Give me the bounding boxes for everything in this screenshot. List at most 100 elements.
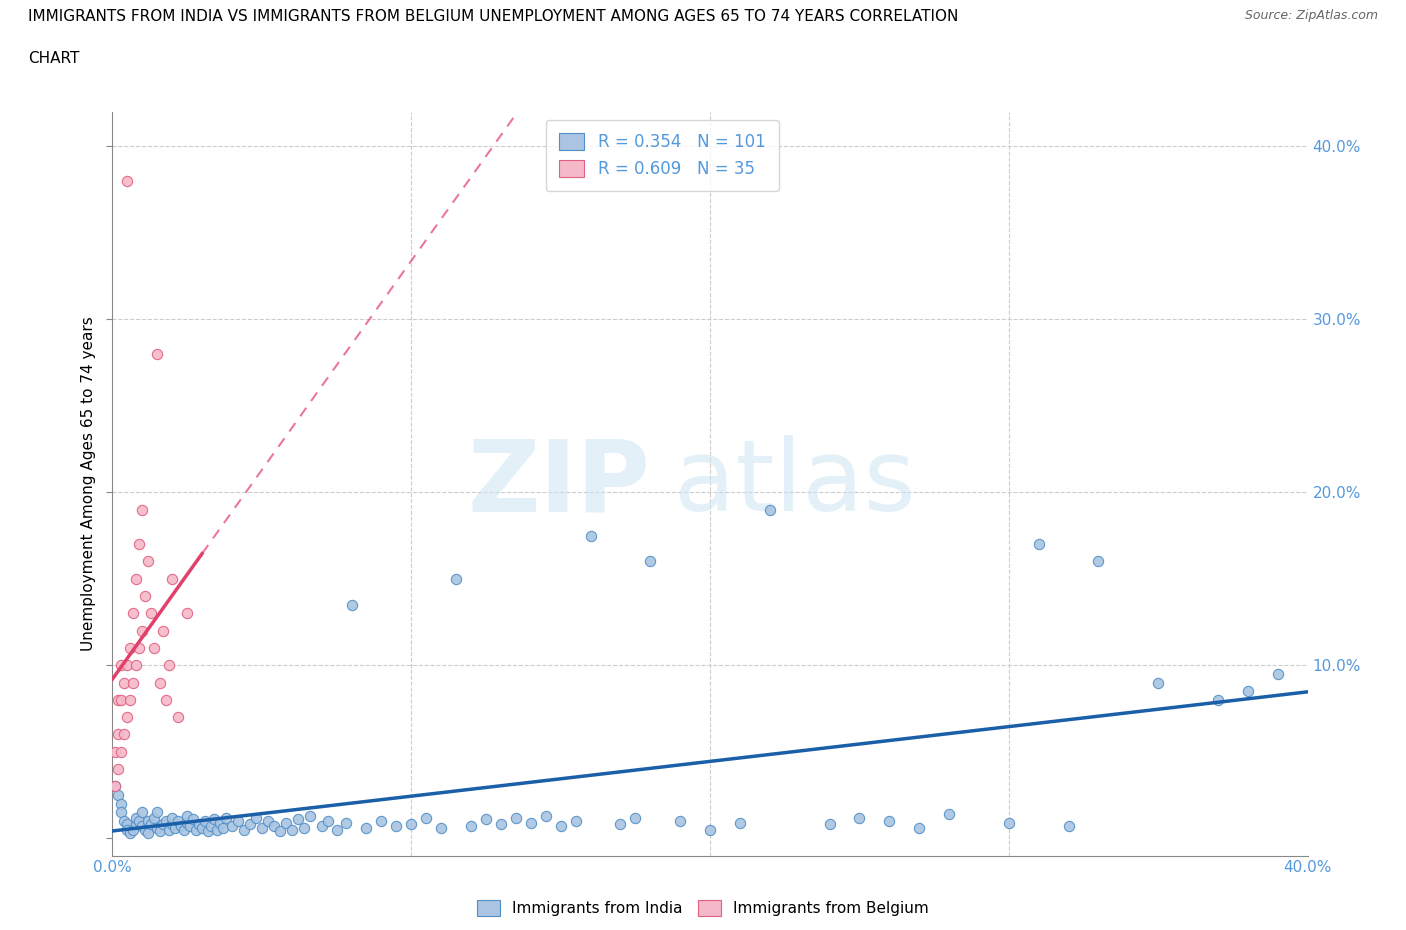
Point — [149, 824, 172, 839]
Point — [165, 820, 187, 835]
Point — [938, 806, 960, 821]
Point — [143, 810, 166, 825]
Point — [134, 589, 156, 604]
Point — [699, 822, 721, 837]
Point — [155, 814, 177, 829]
Point — [152, 817, 174, 832]
Point — [104, 779, 127, 794]
Point — [117, 710, 139, 724]
Text: IMMIGRANTS FROM INDIA VS IMMIGRANTS FROM BELGIUM UNEMPLOYMENT AMONG AGES 65 TO 7: IMMIGRANTS FROM INDIA VS IMMIGRANTS FROM… — [28, 9, 959, 24]
Point — [176, 808, 198, 823]
Point — [624, 810, 647, 825]
Point — [1267, 667, 1289, 682]
Point — [176, 816, 198, 830]
Point — [134, 822, 156, 837]
Point — [138, 826, 160, 841]
Point — [122, 606, 145, 621]
Point — [848, 810, 870, 825]
Point — [505, 810, 527, 825]
Point — [125, 658, 148, 672]
Point — [146, 820, 169, 835]
Point — [157, 658, 180, 672]
Text: Source: ZipAtlas.com: Source: ZipAtlas.com — [1244, 9, 1378, 22]
Point — [120, 693, 142, 708]
Point — [209, 816, 232, 830]
Point — [188, 817, 211, 832]
Point — [401, 817, 423, 832]
Point — [179, 818, 201, 833]
Point — [1087, 554, 1109, 569]
Point — [125, 810, 148, 825]
Point — [104, 744, 127, 759]
Point — [110, 693, 132, 708]
Point — [263, 818, 285, 833]
Point — [316, 814, 339, 829]
Point — [114, 727, 135, 742]
Point — [385, 818, 408, 833]
Point — [640, 554, 662, 569]
Point — [564, 814, 586, 829]
Point — [298, 808, 321, 823]
Point — [818, 817, 841, 832]
Point — [181, 812, 204, 827]
Point — [226, 814, 249, 829]
Point — [287, 812, 309, 827]
Point — [131, 502, 153, 517]
Point — [117, 173, 139, 188]
Point — [370, 814, 392, 829]
Legend: Immigrants from India, Immigrants from Belgium: Immigrants from India, Immigrants from B… — [471, 894, 935, 923]
Point — [221, 818, 243, 833]
Point — [356, 820, 378, 835]
Point — [107, 788, 129, 803]
Point — [215, 810, 238, 825]
Point — [245, 810, 267, 825]
Point — [250, 820, 273, 835]
Point — [460, 818, 482, 833]
Point — [104, 779, 127, 794]
Point — [162, 817, 183, 832]
Point — [197, 824, 219, 839]
Point — [114, 814, 135, 829]
Point — [1237, 684, 1260, 698]
Point — [281, 822, 304, 837]
Point — [475, 812, 498, 827]
Point — [120, 826, 142, 841]
Point — [110, 658, 132, 672]
Point — [1057, 818, 1080, 833]
Point — [110, 804, 132, 819]
Point — [759, 502, 782, 517]
Point — [908, 820, 931, 835]
Point — [141, 817, 163, 832]
Point — [110, 744, 132, 759]
Point — [489, 817, 512, 832]
Point — [125, 571, 148, 586]
Point — [122, 675, 145, 690]
Point — [173, 822, 195, 837]
Point — [117, 822, 139, 837]
Point — [117, 658, 139, 672]
Point — [162, 571, 183, 586]
Point — [311, 818, 333, 833]
Legend: R = 0.354   N = 101, R = 0.609   N = 35: R = 0.354 N = 101, R = 0.609 N = 35 — [546, 120, 779, 192]
Point — [550, 818, 572, 833]
Point — [120, 641, 142, 656]
Point — [131, 623, 153, 638]
Point — [1206, 693, 1229, 708]
Point — [107, 762, 129, 777]
Point — [998, 816, 1021, 830]
Point — [176, 606, 198, 621]
Point — [155, 693, 177, 708]
Point — [205, 822, 228, 837]
Point — [534, 808, 557, 823]
Point — [257, 814, 280, 829]
Text: ZIP: ZIP — [467, 435, 651, 532]
Point — [138, 554, 160, 569]
Point — [669, 814, 692, 829]
Point — [143, 641, 166, 656]
Point — [128, 537, 150, 551]
Point — [128, 814, 150, 829]
Text: atlas: atlas — [675, 435, 915, 532]
Text: CHART: CHART — [28, 51, 80, 66]
Point — [728, 816, 751, 830]
Point — [141, 606, 163, 621]
